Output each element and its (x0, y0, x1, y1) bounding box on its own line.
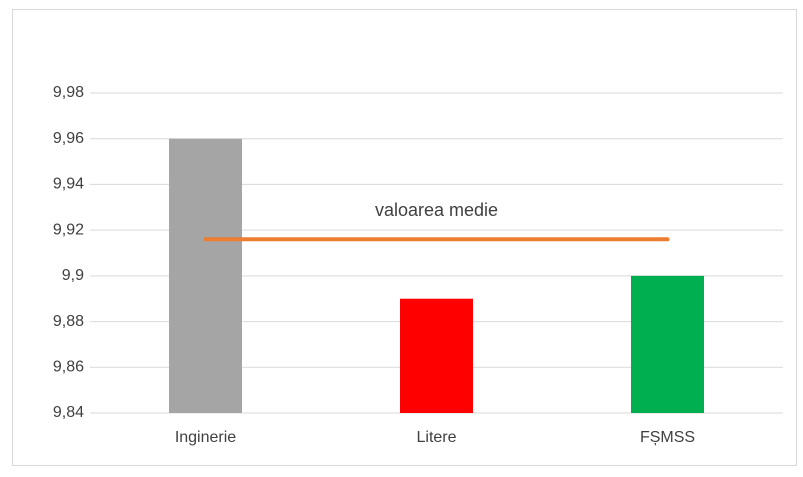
y-tick-label: 9,98 (53, 84, 84, 101)
x-tick-label: Inginerie (175, 429, 236, 446)
bar (169, 138, 242, 413)
y-tick-label: 9,94 (53, 176, 84, 193)
y-tick-label: 9,88 (53, 313, 84, 330)
y-tick-label: 9,96 (53, 130, 84, 147)
mean-line-label: valoarea medie (375, 200, 498, 220)
y-tick-label: 9,86 (53, 359, 84, 376)
x-tick-label: FȘMSS (640, 429, 695, 446)
y-tick-label: 9,84 (53, 404, 84, 421)
bar (400, 298, 473, 413)
x-tick-label: Litere (416, 429, 456, 446)
y-tick-label: 9,92 (53, 221, 84, 238)
bar (631, 275, 704, 413)
y-tick-label: 9,9 (62, 267, 84, 284)
